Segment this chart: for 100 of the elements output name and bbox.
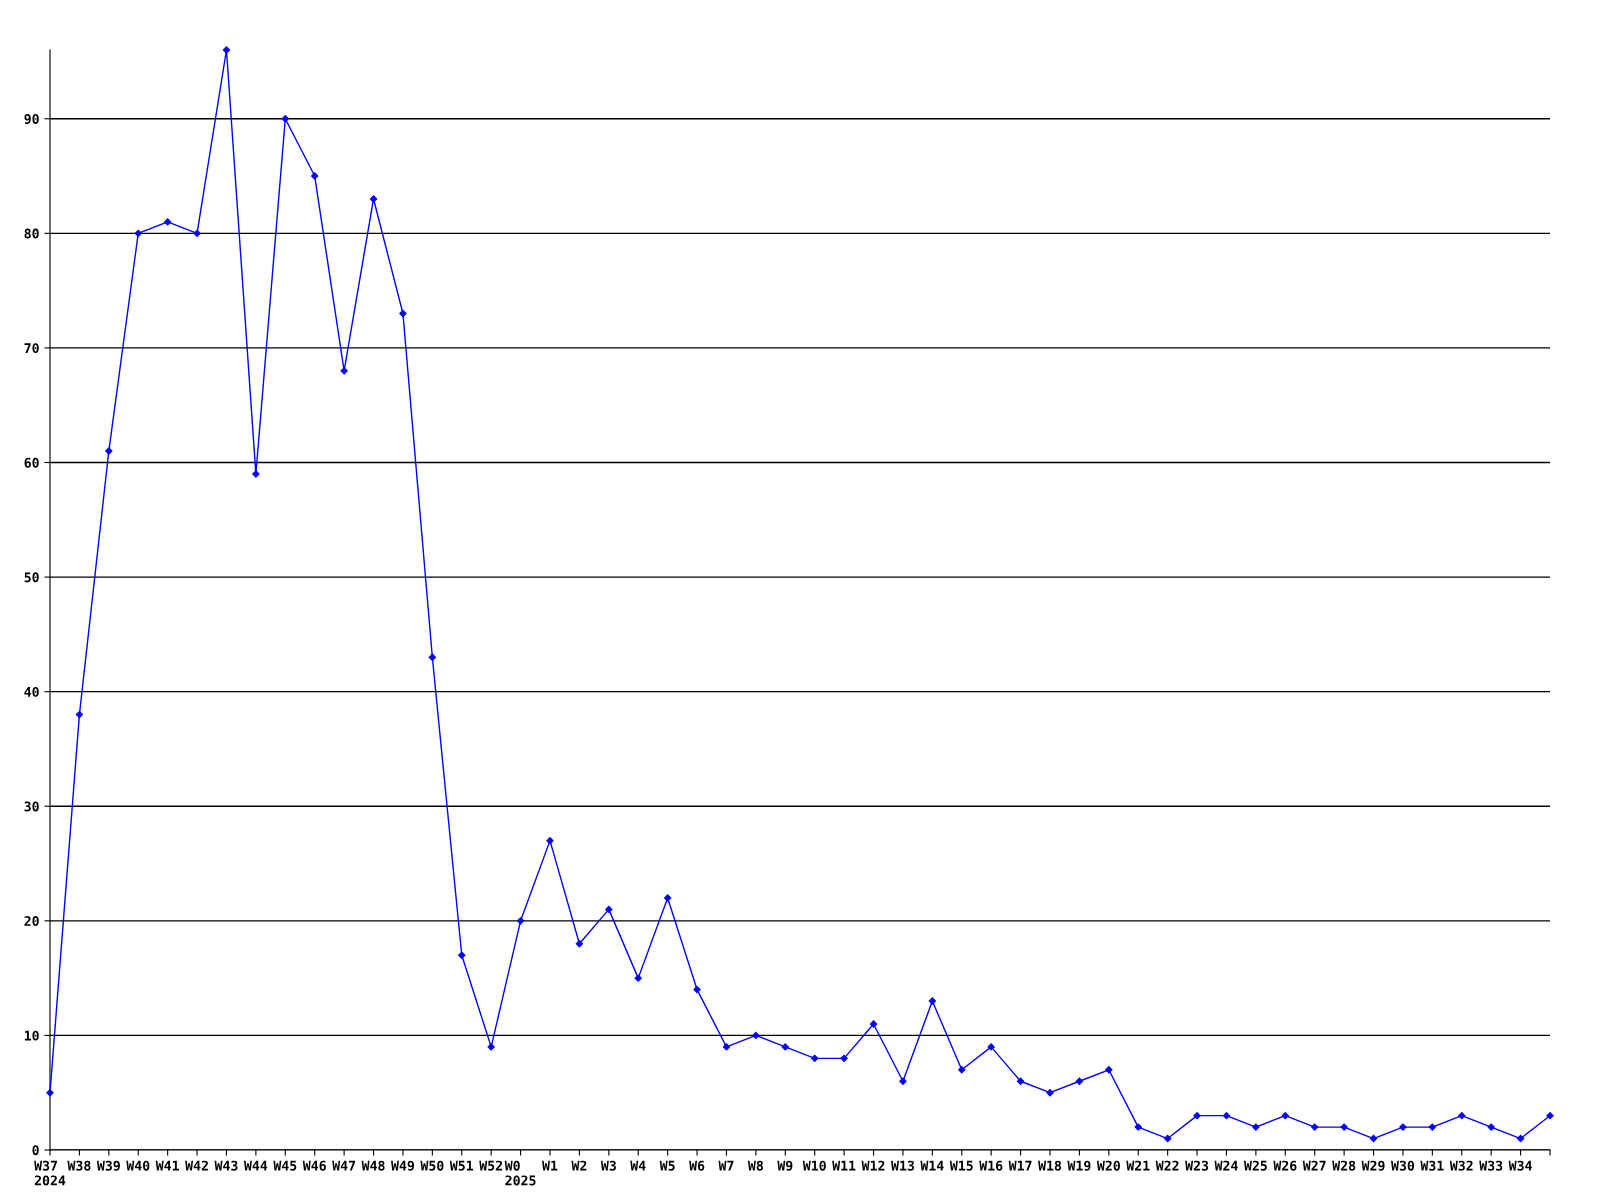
point	[634, 974, 642, 982]
x-tick-label: W38	[67, 1160, 91, 1171]
x-tick-label: W21	[1126, 1160, 1150, 1171]
point	[1016, 1077, 1025, 1085]
x-tick-label: W10	[802, 1160, 826, 1171]
point	[252, 470, 260, 478]
x-tick-label: W2	[571, 1160, 587, 1171]
x-tick-label: W13	[891, 1160, 914, 1171]
point	[222, 46, 231, 54]
point	[1399, 1123, 1407, 1131]
x-tick-label: W22	[1155, 1160, 1179, 1171]
x-tick-label: W23	[1185, 1160, 1209, 1171]
x-tick-label: W1	[542, 1160, 558, 1171]
x-tick-label: W20	[1096, 1160, 1120, 1171]
x-tick-label: W28	[1332, 1160, 1356, 1171]
x-tick-label: W17	[1008, 1160, 1032, 1171]
x-tick-label: W42	[185, 1160, 208, 1171]
point	[311, 172, 319, 180]
x-tick-label: W47	[332, 1160, 356, 1171]
x-tick-label: W31	[1420, 1160, 1444, 1171]
x-tick-label: W40	[126, 1160, 150, 1171]
x-tick-label: W19	[1067, 1160, 1091, 1171]
x-tick-label: W43	[214, 1160, 238, 1171]
point	[1546, 1111, 1554, 1120]
point	[1075, 1077, 1084, 1085]
point	[281, 115, 289, 123]
point	[1311, 1123, 1319, 1131]
point	[1487, 1123, 1495, 1131]
x-tick-label: W5	[659, 1160, 675, 1171]
point	[1428, 1123, 1436, 1131]
y-tick-label: 0	[32, 1145, 39, 1156]
y-tick-label: 10	[24, 1030, 39, 1041]
point	[1164, 1134, 1172, 1143]
point	[1458, 1111, 1466, 1120]
x-tick-label: W50	[420, 1160, 444, 1171]
point	[340, 367, 348, 375]
y-tick-label: 30	[24, 801, 39, 812]
point	[105, 447, 113, 455]
x-tick-label: W3	[600, 1160, 616, 1171]
point	[928, 997, 936, 1005]
point	[369, 195, 378, 203]
x-tick-label: W30	[1391, 1160, 1415, 1171]
point	[164, 218, 172, 226]
x-tick-label: W25	[1243, 1160, 1267, 1171]
point	[134, 229, 142, 237]
x-tick-label: W6	[689, 1160, 705, 1171]
point	[1340, 1123, 1348, 1131]
point	[1193, 1111, 1201, 1120]
x-tick-label: W46	[302, 1160, 326, 1171]
point	[1222, 1111, 1231, 1120]
point	[840, 1054, 848, 1062]
x-tick-label: W52	[479, 1160, 502, 1171]
x-tick-label: W4	[630, 1160, 646, 1171]
y-tick-label: 60	[24, 457, 39, 468]
x-tick-label: W18	[1038, 1160, 1062, 1171]
x-tick-label: W15	[949, 1160, 973, 1171]
point	[752, 1031, 760, 1040]
x-tick-label: W7	[718, 1160, 734, 1171]
x-tick-label: W45	[273, 1160, 297, 1171]
point	[664, 894, 672, 902]
x-tick-label: W34	[1508, 1160, 1532, 1171]
x-tick-label: W11	[832, 1160, 856, 1171]
point	[516, 917, 525, 925]
x-tick-label: W12	[861, 1160, 885, 1171]
point	[1281, 1111, 1289, 1120]
point	[428, 653, 436, 661]
x-tick-label: W39	[96, 1160, 120, 1171]
x-tick-label: W16	[979, 1160, 1003, 1171]
point	[781, 1043, 789, 1051]
point	[958, 1066, 966, 1074]
point	[899, 1077, 907, 1085]
x-tick-label: W8	[747, 1160, 763, 1171]
x-tick-label: W0 2025	[504, 1160, 536, 1186]
x-tick-label: W27	[1302, 1160, 1326, 1171]
x-tick-label: W44	[243, 1160, 268, 1171]
point	[487, 1043, 495, 1051]
point	[811, 1054, 819, 1062]
point	[546, 836, 554, 845]
x-tick-label: W33	[1479, 1160, 1503, 1171]
x-tick-label: W41	[155, 1160, 179, 1171]
x-tick-label: W37 2024	[34, 1160, 66, 1186]
point	[193, 229, 201, 237]
x-tick-label: W24	[1214, 1160, 1238, 1171]
point	[1046, 1089, 1054, 1097]
y-tick-label: 90	[24, 113, 39, 125]
point	[1105, 1066, 1113, 1074]
x-tick-label: W9	[777, 1160, 793, 1171]
y-tick-label: 50	[24, 572, 39, 583]
point	[399, 309, 407, 318]
point	[458, 951, 466, 959]
point	[987, 1043, 995, 1051]
y-tick-label: 20	[24, 916, 39, 927]
x-tick-label: W14	[920, 1160, 944, 1171]
point	[693, 985, 701, 994]
point	[1516, 1134, 1525, 1143]
point	[575, 940, 584, 948]
point	[1252, 1123, 1260, 1131]
x-tick-label: W49	[391, 1160, 415, 1171]
point	[1134, 1123, 1142, 1131]
x-tick-label: W32	[1449, 1160, 1473, 1171]
